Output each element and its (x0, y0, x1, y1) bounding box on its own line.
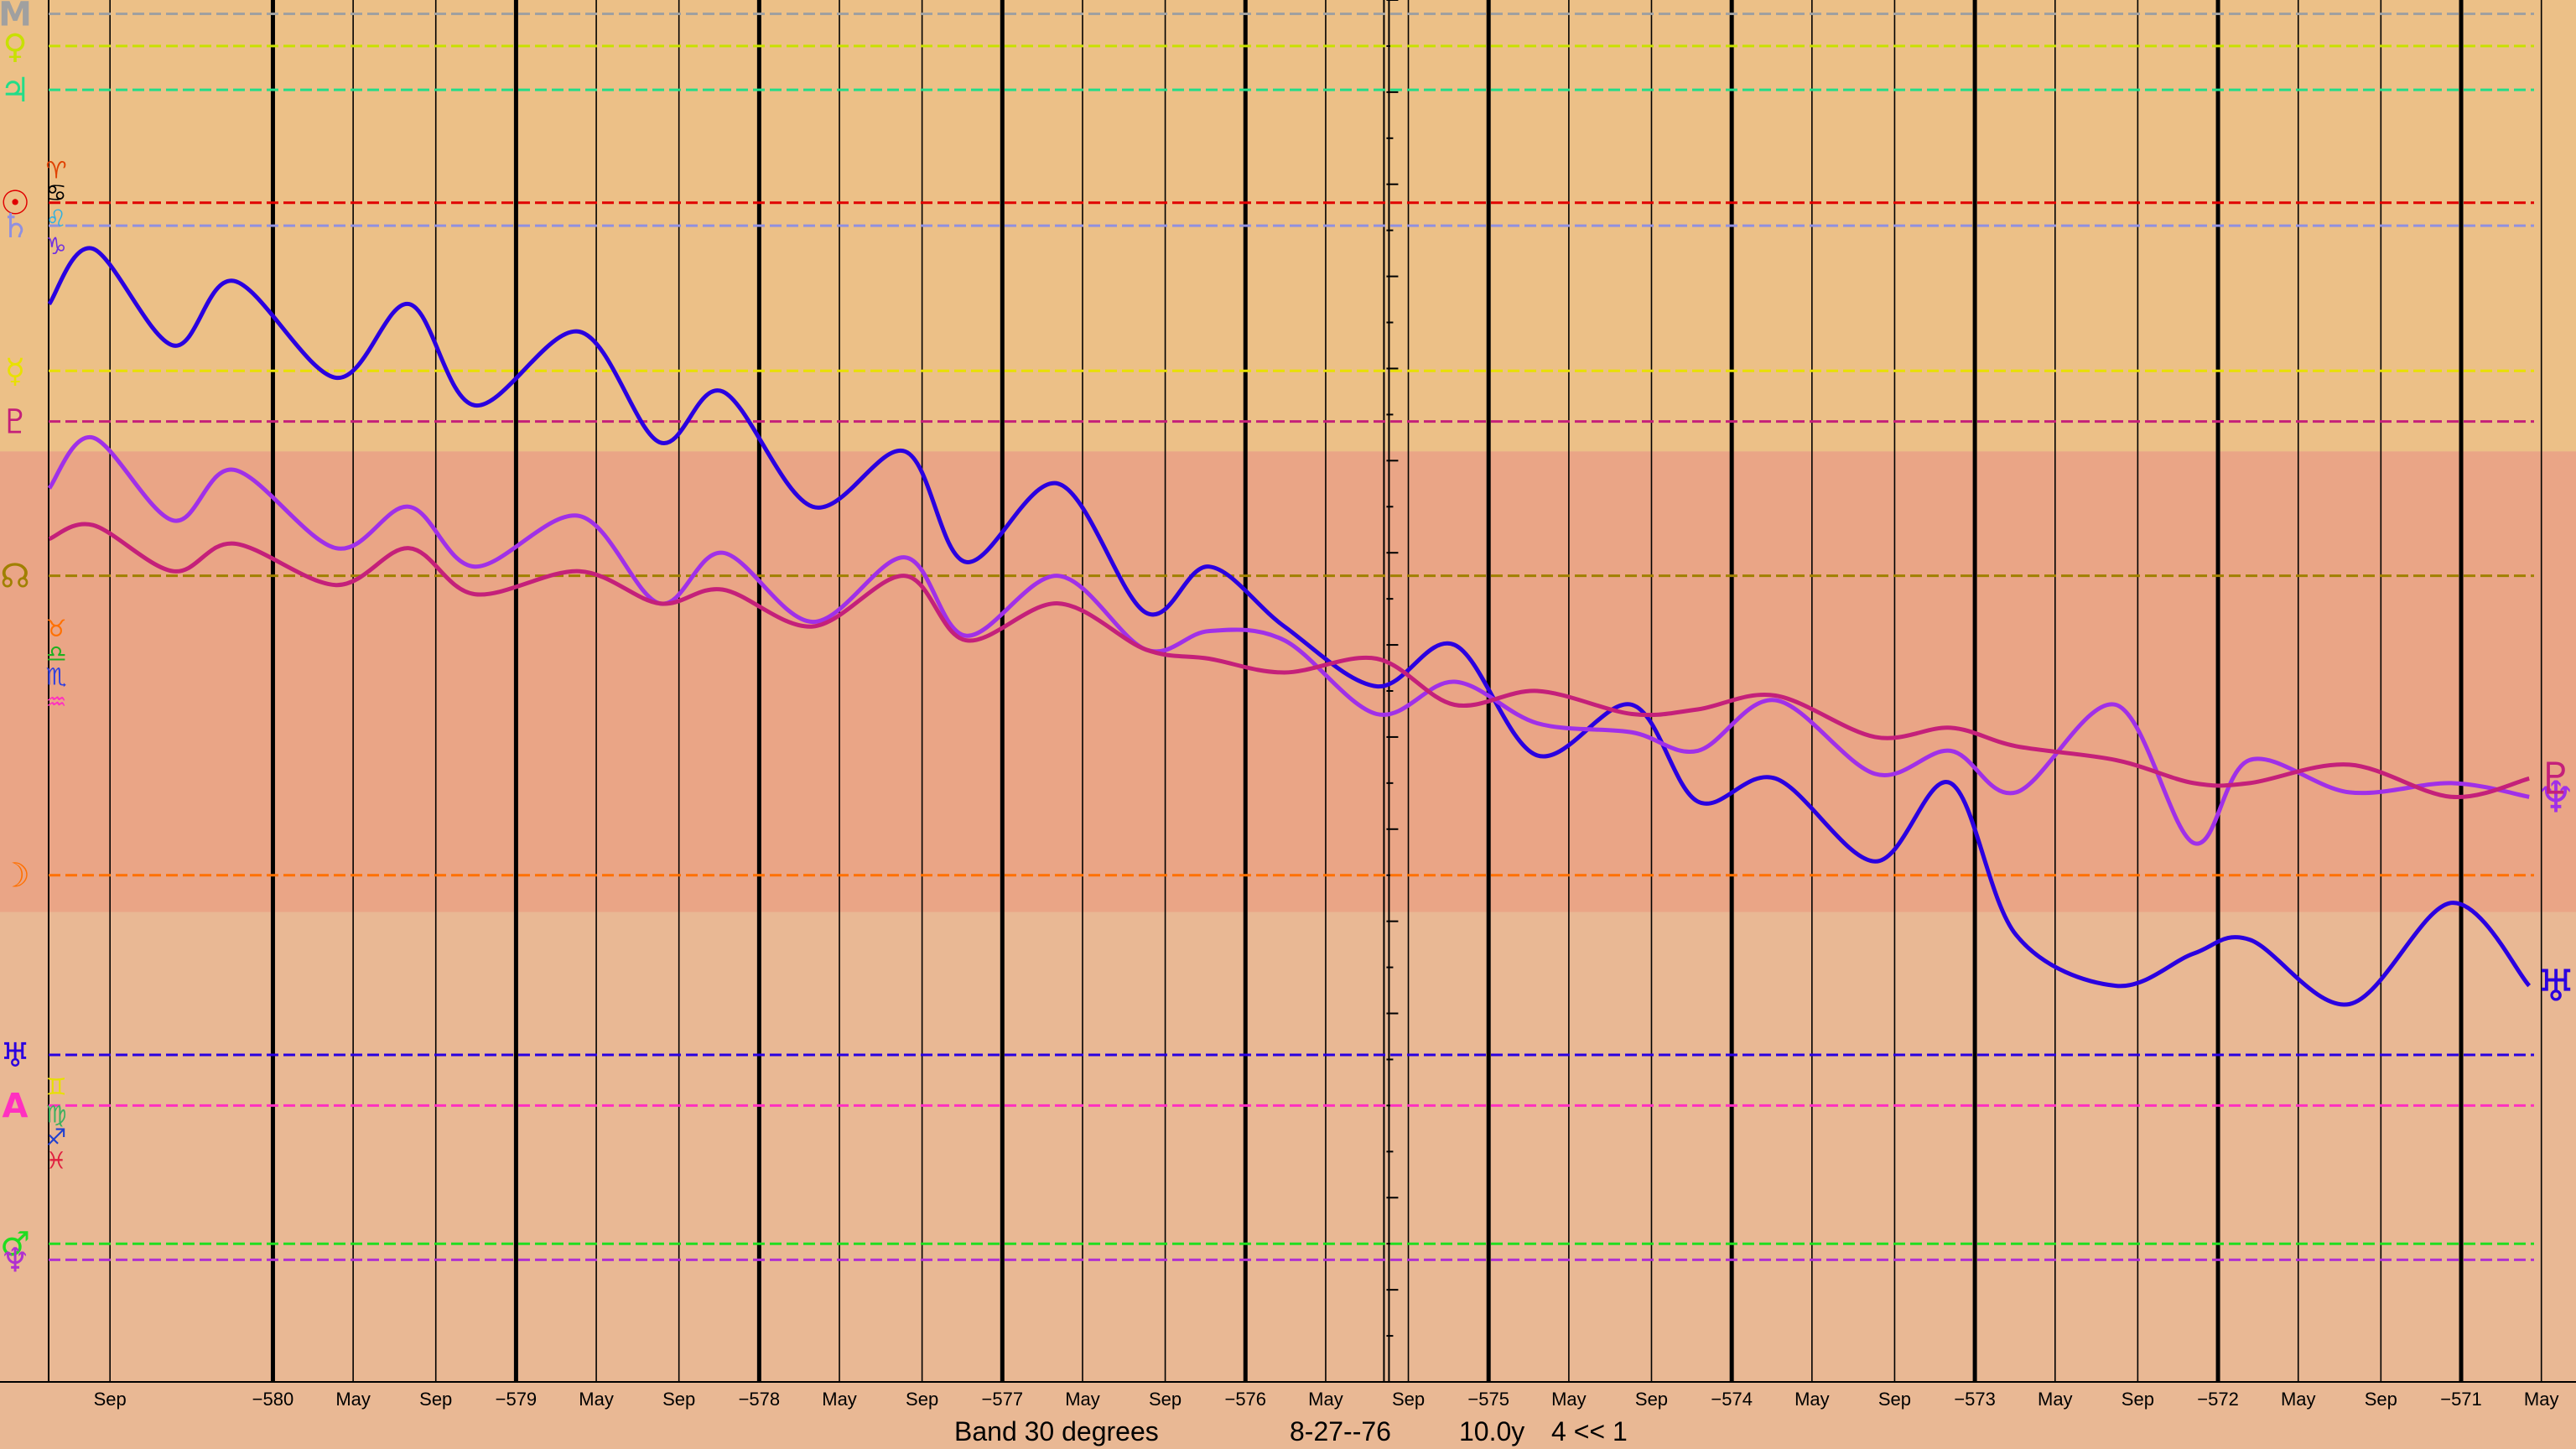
band-label: Band 30 degrees (954, 1416, 1159, 1446)
date-label: 8-27--76 (1290, 1416, 1391, 1446)
x-tick-label: Sep (94, 1389, 127, 1410)
reference-glyph: ♆ (0, 1241, 30, 1280)
sign-glyph: ♌ (45, 205, 66, 232)
sign-glyph: ♋ (45, 179, 66, 207)
sign-glyph: ♊ (45, 1072, 66, 1100)
x-tick-label: Sep (1878, 1389, 1911, 1410)
x-tick-label: Sep (662, 1389, 695, 1410)
reference-glyph: ☿ (5, 352, 26, 391)
x-tick-label: −574 (1711, 1389, 1753, 1410)
x-tick-label: −578 (739, 1389, 781, 1410)
x-tick-label: −576 (1224, 1389, 1266, 1410)
x-tick-label: Sep (1149, 1389, 1182, 1410)
x-axis: Sep −580 May Sep −579 May Sep −578 May Sep −577 May… (0, 1381, 2576, 1410)
band-2 (0, 911, 2576, 1382)
sign-glyph: ♏ (45, 663, 66, 691)
x-tick-label: Sep (1635, 1389, 1668, 1410)
x-tick-label: Sep (1392, 1389, 1425, 1410)
x-tick-label: −580 (252, 1389, 294, 1410)
rate-label: 4 << 1 (1551, 1416, 1628, 1446)
x-tick-label: May (2038, 1389, 2073, 1410)
sign-glyph: ♉ (45, 615, 66, 642)
reference-glyph: ♇ (0, 403, 30, 442)
sign-glyph: ♎ (45, 640, 66, 667)
x-tick-label: May (1065, 1389, 1100, 1410)
x-tick-label: Sep (2365, 1389, 2397, 1410)
series-end-glyph: ♇ (2537, 754, 2576, 804)
reference-glyph: M (0, 0, 32, 34)
reference-glyph: ♀ (3, 28, 27, 66)
reference-glyph: ☉ (0, 184, 30, 223)
x-tick-label: −571 (2440, 1389, 2482, 1410)
sign-glyph: ♓ (45, 1146, 66, 1174)
band-1 (0, 451, 2576, 912)
reference-glyph: A (3, 1087, 29, 1125)
x-tick-label: May (579, 1389, 614, 1410)
reference-lines (49, 12, 2534, 1261)
x-tick-label: May (822, 1389, 857, 1410)
x-tick-label: May (2524, 1389, 2559, 1410)
time-gridlines (48, 0, 2542, 1383)
x-tick-label: Sep (419, 1389, 452, 1410)
x-tick-label: −572 (2197, 1389, 2239, 1410)
sign-glyph: ♈ (45, 156, 66, 184)
sign-glyph: ♐ (45, 1124, 66, 1151)
x-tick-label: −579 (496, 1389, 538, 1410)
series-line (48, 522, 2530, 799)
reference-glyph: ☽ (0, 857, 30, 896)
x-tick-label: Sep (906, 1389, 938, 1410)
status-bar: Band 30 degrees 8-27--76 10.0y 4 << 1 (954, 1416, 1628, 1446)
reference-glyph: ♃ (0, 71, 30, 110)
reference-glyph: ♅ (0, 1036, 30, 1075)
series-end-glyph: ♅ (2537, 962, 2576, 1012)
sign-glyph: ♒ (45, 688, 66, 716)
x-tick-label: May (1308, 1389, 1343, 1410)
x-tick-label: −573 (1954, 1389, 1996, 1410)
sign-glyph: ♑ (45, 232, 66, 260)
x-tick-label: −575 (1467, 1389, 1509, 1410)
reference-glyph: ♂ (0, 1225, 30, 1264)
planet-series (47, 246, 2532, 1007)
sign-glyph: ♍ (45, 1100, 66, 1128)
x-tick-label: May (1794, 1389, 1830, 1410)
x-tick-label: May (1551, 1389, 1587, 1410)
zodiac-bands (0, 0, 2576, 1382)
x-tick-label: May (2281, 1389, 2316, 1410)
reference-glyph: ♄ (0, 207, 30, 246)
planet-glyphs: M♀♃☉♄☿♇☊☽♅A♂♆♈♋♌♑♉♎♏♒♊♍♐♓♅♆♇ (0, 0, 2575, 1280)
series-end-glyph: ♆ (2537, 772, 2576, 823)
x-tick-label: May (335, 1389, 371, 1410)
series-line (47, 435, 2530, 846)
span-label: 10.0y (1459, 1416, 1524, 1446)
reference-glyph: ☊ (0, 558, 30, 596)
x-tick-label: −577 (982, 1389, 1024, 1410)
series-line (47, 246, 2532, 1007)
x-tick-label: Sep (2122, 1389, 2154, 1410)
